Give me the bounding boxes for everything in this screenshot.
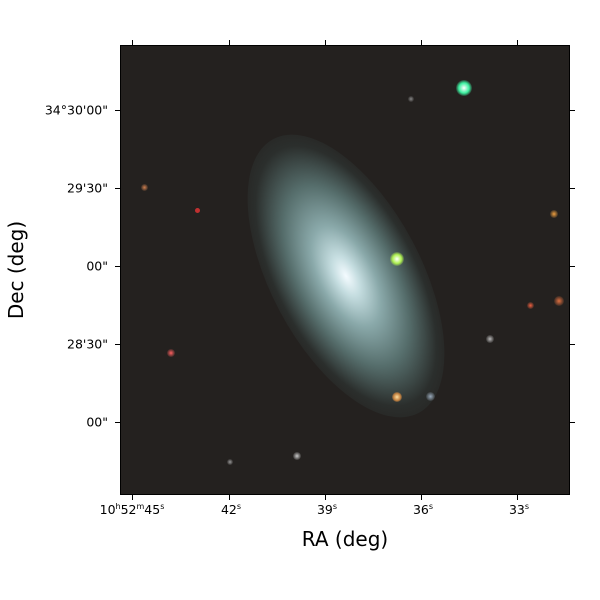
x-axis-label: RA (deg) <box>301 527 389 551</box>
star <box>550 210 558 218</box>
x-tick-label: 36s <box>412 502 434 518</box>
y-tick-label: 29'30" <box>67 180 108 196</box>
y-tick-label: 28'30" <box>67 336 108 352</box>
star <box>527 302 534 309</box>
sky-image <box>120 45 570 495</box>
y-tick-label: 00" <box>86 258 108 274</box>
star <box>390 252 404 266</box>
x-tick-label: 10h52m45s <box>99 502 165 518</box>
star <box>293 452 301 460</box>
galaxy <box>207 103 485 449</box>
star <box>167 349 175 357</box>
x-tick-label: 39s <box>316 502 338 518</box>
star <box>141 184 148 191</box>
x-tick-label: 33s <box>508 502 530 518</box>
star <box>486 335 494 343</box>
star <box>426 392 435 401</box>
x-tick-label: 42s <box>220 502 242 518</box>
y-tick-label: 34°30'00" <box>44 102 108 118</box>
bright-star <box>456 80 472 96</box>
star <box>195 208 200 213</box>
star <box>392 392 402 402</box>
y-tick-label: 00" <box>86 414 108 430</box>
star <box>408 96 414 102</box>
y-axis-label: Dec (deg) <box>4 220 28 320</box>
star <box>554 296 564 306</box>
star <box>227 459 233 465</box>
